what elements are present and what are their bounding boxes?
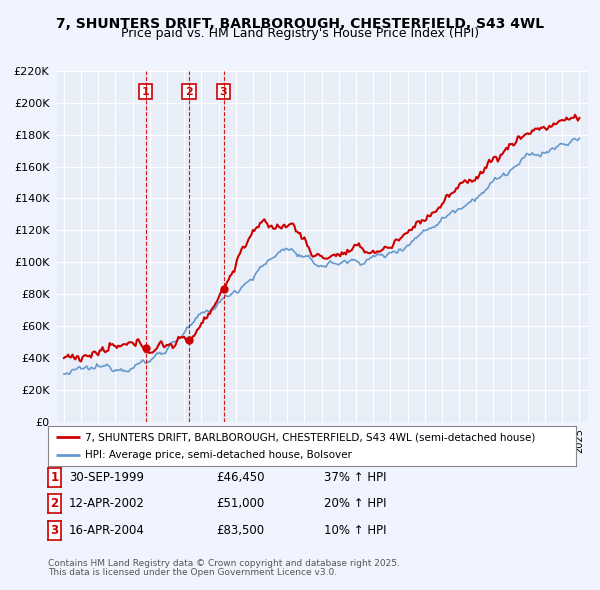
Text: Price paid vs. HM Land Registry's House Price Index (HPI): Price paid vs. HM Land Registry's House … — [121, 27, 479, 40]
Text: 12-APR-2002: 12-APR-2002 — [69, 497, 145, 510]
Text: £46,450: £46,450 — [216, 471, 265, 484]
Text: 3: 3 — [220, 87, 227, 97]
Text: £83,500: £83,500 — [216, 524, 264, 537]
Text: 30-SEP-1999: 30-SEP-1999 — [69, 471, 144, 484]
Text: HPI: Average price, semi-detached house, Bolsover: HPI: Average price, semi-detached house,… — [85, 450, 352, 460]
Text: 7, SHUNTERS DRIFT, BARLBOROUGH, CHESTERFIELD, S43 4WL: 7, SHUNTERS DRIFT, BARLBOROUGH, CHESTERF… — [56, 17, 544, 31]
Text: 1: 1 — [142, 87, 149, 97]
Text: 3: 3 — [50, 524, 59, 537]
Text: 10% ↑ HPI: 10% ↑ HPI — [324, 524, 386, 537]
Text: 2: 2 — [50, 497, 59, 510]
Text: 20% ↑ HPI: 20% ↑ HPI — [324, 497, 386, 510]
Text: Contains HM Land Registry data © Crown copyright and database right 2025.: Contains HM Land Registry data © Crown c… — [48, 559, 400, 568]
Text: £51,000: £51,000 — [216, 497, 264, 510]
Text: This data is licensed under the Open Government Licence v3.0.: This data is licensed under the Open Gov… — [48, 568, 337, 577]
Text: 2: 2 — [185, 87, 193, 97]
Text: 7, SHUNTERS DRIFT, BARLBOROUGH, CHESTERFIELD, S43 4WL (semi-detached house): 7, SHUNTERS DRIFT, BARLBOROUGH, CHESTERF… — [85, 432, 535, 442]
Text: 16-APR-2004: 16-APR-2004 — [69, 524, 145, 537]
Text: 1: 1 — [50, 471, 59, 484]
Text: 37% ↑ HPI: 37% ↑ HPI — [324, 471, 386, 484]
